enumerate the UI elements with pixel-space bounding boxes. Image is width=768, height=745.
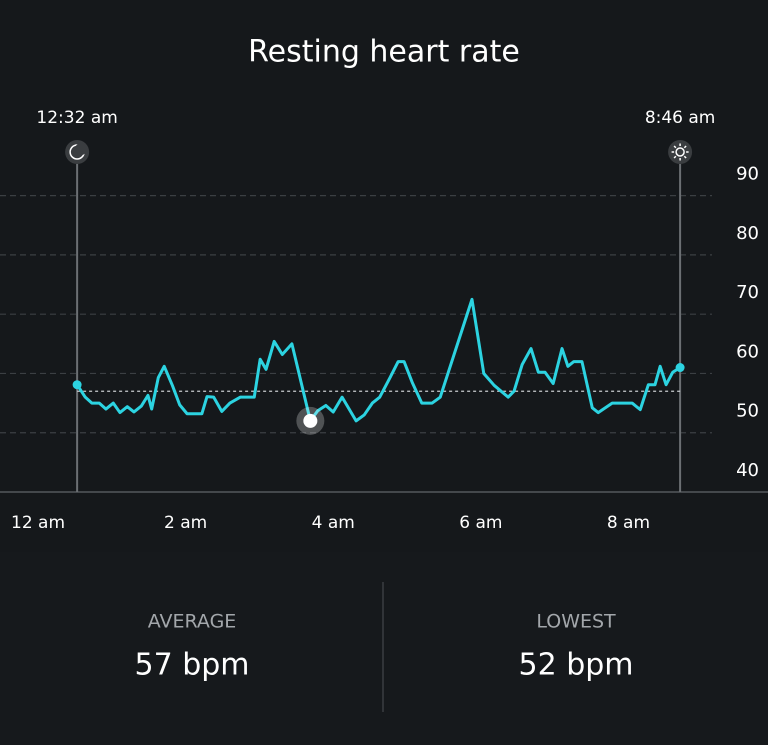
- sun-ray: [683, 155, 687, 159]
- sun-ray: [683, 145, 687, 149]
- y-tick-label: 90: [736, 164, 759, 185]
- y-tick-label: 70: [736, 282, 759, 303]
- stats-panel: [0, 552, 768, 745]
- chart-title: Resting heart rate: [248, 35, 520, 70]
- x-tick-label: 2 am: [164, 513, 207, 533]
- x-tick-label: 8 am: [607, 513, 650, 533]
- moon-cut: [75, 143, 88, 155]
- lowest-dot: [303, 413, 318, 428]
- end-dot: [72, 380, 82, 390]
- stat-label: LOWEST: [536, 611, 616, 633]
- x-tick-label: 4 am: [312, 513, 355, 533]
- stat-value: 57 bpm: [134, 648, 249, 683]
- sun-ray: [673, 145, 677, 149]
- sun-ray: [673, 155, 677, 159]
- x-tick-label: 12 am: [11, 513, 65, 533]
- heart-rate-line: [75, 297, 681, 423]
- sleep-time-label: 12:32 am: [36, 108, 117, 128]
- stat-value: 52 bpm: [518, 648, 633, 683]
- y-tick-label: 50: [736, 401, 759, 422]
- y-tick-label: 40: [736, 460, 759, 481]
- y-tick-label: 60: [736, 341, 759, 362]
- y-tick-label: 80: [736, 223, 759, 244]
- x-tick-label: 6 am: [459, 513, 502, 533]
- sleep-time-label: 8:46 am: [645, 108, 716, 128]
- stat-label: AVERAGE: [148, 611, 237, 633]
- sun-icon: [675, 147, 685, 157]
- end-dot: [675, 363, 685, 373]
